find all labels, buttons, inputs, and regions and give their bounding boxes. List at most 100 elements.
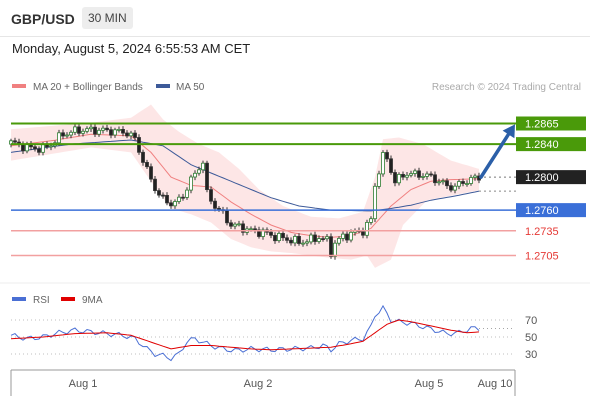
candle-body: [193, 172, 197, 178]
rsi-level-label: 30: [525, 349, 537, 361]
candle-body: [209, 189, 213, 202]
candle-body: [61, 132, 65, 137]
candle-body: [429, 173, 433, 176]
candle-body: [157, 190, 161, 196]
candle-body: [301, 242, 305, 245]
candle-body: [109, 129, 113, 136]
candle-body: [333, 242, 337, 257]
candle-body: [349, 231, 353, 241]
candle-body: [469, 177, 473, 184]
x-tick-aug10: Aug 10: [478, 378, 513, 390]
candle-body: [365, 221, 369, 236]
rsi-ma-legend-label: 9MA: [82, 295, 103, 306]
candle-body: [465, 183, 469, 185]
candle-body: [401, 173, 405, 178]
rsi-legend-label: RSI: [33, 295, 50, 306]
support2-label: 1.2705: [525, 251, 559, 263]
candle-body: [185, 189, 189, 198]
candle-body: [449, 185, 453, 191]
candle-body: [321, 238, 325, 241]
candle-body: [177, 196, 181, 202]
candle-body: [117, 128, 121, 131]
resistance-label: 1.2865: [525, 119, 559, 131]
candle-body: [329, 236, 333, 257]
candle-body: [437, 181, 441, 184]
x-tick-aug5: Aug 5: [415, 378, 444, 390]
candle-body: [41, 144, 45, 153]
candle-body: [105, 127, 109, 131]
ma50-legend-label: MA 50: [176, 82, 205, 93]
candle-body: [409, 173, 413, 176]
candle-body: [281, 232, 285, 239]
candle-body: [413, 170, 417, 174]
x-tick-aug1: Aug 1: [69, 378, 98, 390]
candle-body: [57, 132, 61, 144]
candle-body: [97, 129, 101, 135]
candle-body: [389, 158, 393, 173]
candle-body: [397, 173, 401, 184]
chart-header: GBP/USD 30 MIN: [0, 0, 590, 37]
candle-body: [205, 162, 209, 190]
candle-body: [441, 180, 445, 183]
rsi-line: [10, 304, 480, 362]
candle-body: [37, 148, 41, 153]
ma50-line: [10, 139, 480, 212]
rsi-ma-legend-swatch: [61, 297, 75, 301]
timeframe-button[interactable]: 30 MIN: [82, 7, 133, 29]
ma20-legend-label: MA 20 + Bollinger Bands: [33, 82, 143, 93]
candle-body: [161, 194, 165, 197]
candle-body: [141, 151, 145, 163]
candle-body: [393, 172, 397, 184]
rsi-level-label: 70: [525, 315, 537, 327]
candle-body: [269, 231, 273, 236]
candle-body: [445, 180, 449, 187]
candle-body: [253, 228, 257, 231]
last-price-box: [516, 170, 586, 185]
candle-body: [113, 129, 117, 136]
candle-body: [133, 132, 137, 138]
candle-body: [417, 170, 421, 178]
support2-label: 1.2735: [525, 226, 559, 238]
projection-arrow-shaft: [479, 128, 513, 179]
credit-label: Research © 2024 Trading Central: [432, 82, 581, 93]
candle-body: [25, 143, 29, 152]
candle-body: [125, 132, 129, 137]
candle-body: [189, 176, 193, 191]
candle-body: [73, 126, 77, 133]
candle-body: [297, 235, 301, 244]
candle-body: [305, 241, 309, 244]
candle-body: [165, 194, 169, 204]
candle-body: [85, 128, 89, 132]
candle-body: [345, 233, 349, 241]
projection-arrow-head: [502, 124, 515, 139]
candle-body: [229, 222, 233, 227]
support-label: 1.2760: [525, 205, 559, 217]
candle-body: [461, 181, 465, 184]
candle-body: [277, 232, 281, 241]
candle-body: [129, 132, 133, 137]
candle-body: [457, 181, 461, 187]
candle-body: [377, 173, 381, 187]
candle-body: [149, 166, 153, 180]
candle-body: [121, 128, 125, 134]
candle-body: [77, 126, 81, 134]
candle-body: [93, 126, 97, 135]
candle-body: [385, 152, 389, 160]
candle-body: [201, 162, 205, 171]
candle-body: [285, 237, 289, 241]
candle-body: [369, 218, 373, 223]
rsi-ma-line: [10, 319, 480, 351]
candle-body: [145, 161, 149, 168]
candle-body: [425, 173, 429, 177]
candle-body: [433, 174, 437, 184]
candle-body: [33, 146, 37, 150]
candle-body: [213, 200, 217, 209]
candle-body: [65, 134, 69, 137]
candle-body: [249, 228, 253, 231]
candle-body: [89, 126, 93, 130]
resistance-label-box: [516, 116, 586, 131]
candle-body: [273, 234, 277, 242]
candle-body: [373, 185, 377, 220]
candle-body: [473, 175, 477, 178]
